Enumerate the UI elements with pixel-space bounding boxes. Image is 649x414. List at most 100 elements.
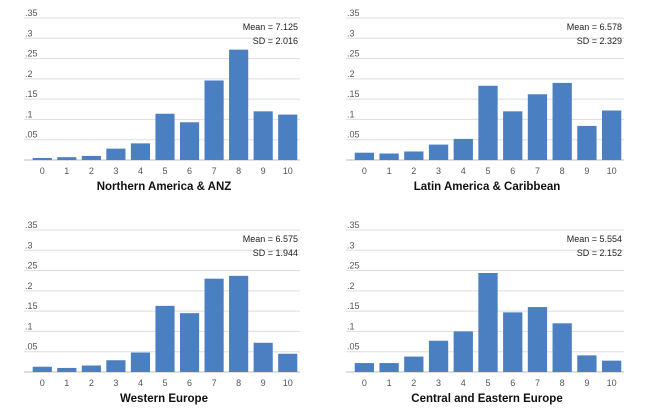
x-tick-label: 9 [584, 378, 589, 388]
y-tick-label: .2 [25, 69, 33, 79]
bar [179, 313, 200, 372]
y-tick-label: .35 [25, 8, 38, 18]
x-tick-label: 1 [387, 378, 392, 388]
bar [428, 340, 449, 372]
bar [130, 143, 151, 160]
bar [453, 331, 473, 372]
bar [57, 157, 77, 160]
x-tick-label: 2 [411, 166, 416, 176]
x-tick-label: 5 [162, 378, 167, 388]
sd-label: SD = 2.329 [577, 36, 622, 46]
mean-label: Mean = 7.125 [243, 22, 298, 32]
x-tick-label: 1 [64, 166, 69, 176]
chart-panel-2: .05 .1 .15 .2 .25 .3 .35 0 1 2 3 4 5 6 7 8 9 10 Mean = 6.5… [346, 8, 624, 193]
x-tick-label: 6 [187, 378, 192, 388]
y-tick-label: .05 [25, 342, 38, 352]
x-tick-label: 7 [535, 378, 540, 388]
x-tick-label: 7 [535, 166, 540, 176]
x-tick-label: 9 [584, 166, 589, 176]
x-tick-label: 4 [138, 378, 143, 388]
y-tick-label: .35 [347, 8, 360, 18]
chart-panel-1: .05 .1 .15 .2 .25 .3 .35 0 1 2 3 4 5 6 7 8 9 10 Mean = 7.1… [24, 8, 300, 193]
bar [478, 273, 498, 372]
bar [527, 94, 548, 160]
bar [106, 360, 126, 372]
bar [552, 82, 572, 160]
x-tick-label: 3 [113, 378, 118, 388]
sd-label: SD = 2.152 [577, 248, 622, 258]
y-tick-label: .25 [347, 49, 360, 59]
bar [379, 153, 399, 160]
y-tick-label: .25 [25, 49, 38, 59]
bar [552, 323, 572, 372]
x-tick-label: 8 [560, 166, 565, 176]
bar [204, 80, 224, 160]
x-tick-label: 5 [485, 378, 490, 388]
y-tick-label: .05 [347, 342, 360, 352]
x-tick-label: 6 [510, 166, 515, 176]
bar [354, 363, 375, 372]
x-tick-label: 10 [283, 378, 293, 388]
mean-label: Mean = 6.578 [567, 22, 622, 32]
bar [57, 367, 77, 372]
bar [81, 155, 101, 160]
chart-title: Central and Eastern Europe [411, 393, 562, 405]
y-tick-label: .05 [25, 130, 38, 140]
bar [204, 278, 224, 372]
chart-panel-3: .05 .1 .15 .2 .25 .3 .35 0 1 2 3 4 5 6 7 8 9 10 Mean = 6.5… [24, 220, 300, 405]
x-tick-label: 5 [162, 166, 167, 176]
bar [601, 110, 622, 160]
bar [601, 360, 622, 372]
x-tick-label: 3 [436, 166, 441, 176]
x-tick-label: 1 [64, 378, 69, 388]
y-tick-label: .15 [347, 89, 360, 99]
bar [229, 49, 249, 160]
x-tick-label: 10 [607, 378, 617, 388]
chart-title: Latin America & Caribbean [414, 181, 561, 193]
bar [379, 363, 399, 372]
x-tick-label: 3 [436, 378, 441, 388]
bar [428, 144, 449, 160]
y-tick-label: .1 [347, 109, 355, 119]
bar [155, 305, 175, 372]
y-tick-label: .15 [25, 89, 38, 99]
x-tick-label: 0 [40, 166, 45, 176]
x-tick-label: 6 [187, 166, 192, 176]
bar [32, 366, 52, 372]
y-tick-label: .1 [347, 321, 355, 331]
chart-title: Western Europe [120, 393, 208, 405]
x-tick-label: 6 [510, 378, 515, 388]
sd-label: SD = 2.016 [253, 36, 298, 46]
x-tick-label: 8 [236, 378, 241, 388]
x-tick-label: 9 [261, 166, 266, 176]
bar [577, 125, 597, 160]
y-tick-label: .15 [347, 301, 360, 311]
sd-label: SD = 1.944 [253, 248, 298, 258]
bar [253, 342, 273, 372]
bar [32, 157, 52, 160]
chart-panel-4: .05 .1 .15 .2 .25 .3 .35 0 1 2 3 4 5 6 7 8 9 10 Mean = 5.5… [346, 220, 624, 405]
bar [81, 365, 101, 372]
x-tick-label: 2 [411, 378, 416, 388]
bar [155, 113, 175, 160]
y-tick-label: .05 [347, 130, 360, 140]
bar [404, 151, 424, 160]
x-tick-label: 0 [362, 166, 367, 176]
x-tick-label: 3 [113, 166, 118, 176]
x-tick-label: 4 [461, 166, 466, 176]
bar [503, 312, 523, 372]
x-tick-label: 2 [89, 378, 94, 388]
x-tick-label: 2 [89, 166, 94, 176]
y-tick-label: .25 [347, 261, 360, 271]
y-tick-label: .35 [25, 220, 38, 230]
x-tick-label: 10 [283, 166, 293, 176]
bar [527, 307, 548, 372]
x-tick-label: 7 [212, 166, 217, 176]
y-tick-label: .2 [347, 69, 355, 79]
bar [253, 111, 273, 160]
mean-label: Mean = 6.575 [243, 234, 298, 244]
x-tick-label: 8 [236, 166, 241, 176]
y-tick-label: .1 [25, 321, 33, 331]
bar [229, 275, 249, 372]
